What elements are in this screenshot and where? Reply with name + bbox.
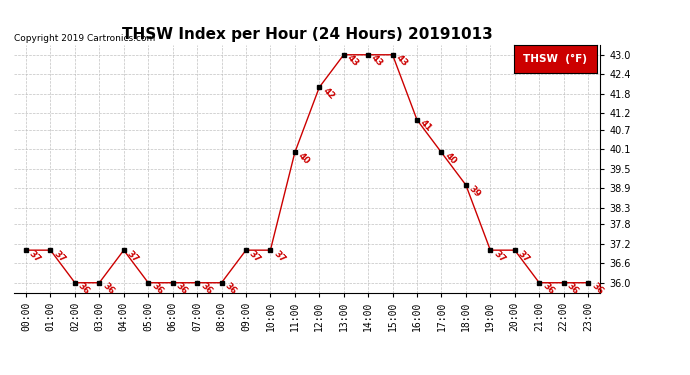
Text: 37: 37: [272, 249, 287, 264]
Text: 36: 36: [223, 281, 238, 297]
Text: 36: 36: [540, 281, 556, 297]
Text: 36: 36: [150, 281, 165, 297]
Text: 37: 37: [516, 249, 531, 264]
Text: 41: 41: [418, 118, 434, 134]
Text: 43: 43: [394, 53, 409, 69]
Text: 36: 36: [589, 281, 604, 297]
Text: 37: 37: [125, 249, 141, 264]
Text: 36: 36: [101, 281, 116, 297]
Text: 37: 37: [52, 249, 67, 264]
Text: 43: 43: [345, 53, 360, 69]
Text: 36: 36: [565, 281, 580, 297]
Text: 36: 36: [77, 281, 92, 297]
Title: THSW Index per Hour (24 Hours) 20191013: THSW Index per Hour (24 Hours) 20191013: [121, 27, 493, 42]
Text: 36: 36: [174, 281, 189, 297]
Text: 39: 39: [467, 184, 482, 199]
Text: 37: 37: [247, 249, 263, 264]
Text: 36: 36: [199, 281, 214, 297]
Text: THSW  (°F): THSW (°F): [524, 54, 587, 64]
Text: 37: 37: [28, 249, 43, 264]
Text: Copyright 2019 Cartronics.com: Copyright 2019 Cartronics.com: [14, 33, 155, 42]
Text: 40: 40: [443, 151, 458, 166]
Text: 40: 40: [296, 151, 311, 166]
Text: 42: 42: [321, 86, 336, 101]
Text: 37: 37: [492, 249, 507, 264]
Text: 43: 43: [370, 53, 385, 69]
